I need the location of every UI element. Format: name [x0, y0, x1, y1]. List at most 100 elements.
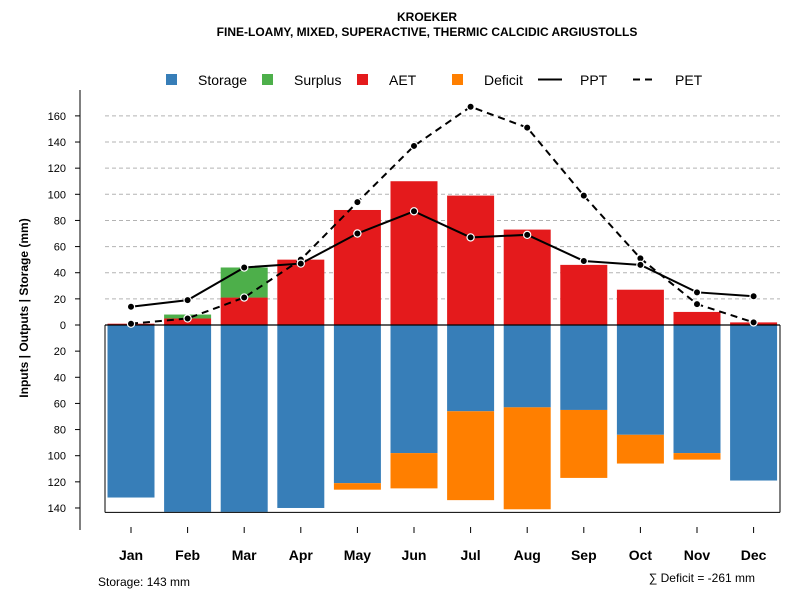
bar-deficit: [503, 407, 551, 510]
bar-deficit: [560, 409, 608, 478]
y-tick-label: 80: [54, 425, 66, 437]
deficit-annotation: ∑ Deficit = -261 mm: [649, 571, 755, 585]
bar-storage: [277, 325, 325, 508]
x-tick-label: Jan: [119, 547, 143, 563]
legend-swatch: [452, 74, 463, 85]
x-tick-label: Dec: [741, 547, 767, 563]
ppt-point: [409, 207, 419, 216]
bar-storage: [164, 325, 212, 512]
bars-group: [107, 181, 778, 512]
bar-aet: [560, 264, 608, 325]
pet-point: [523, 123, 532, 132]
ppt-point: [466, 233, 475, 242]
bar-surplus: [220, 267, 268, 298]
legend-swatch: [262, 74, 273, 85]
y-tick-label: 60: [54, 242, 66, 254]
y-axis-label: Inputs | Outputs | Storage (mm): [17, 218, 31, 397]
bar-aet: [277, 259, 325, 325]
pet-point: [183, 314, 192, 323]
x-tick-label: Apr: [289, 547, 314, 563]
y-tick-label: 100: [48, 189, 66, 201]
x-tick-label: Aug: [514, 547, 541, 563]
pet-point: [692, 299, 702, 309]
pet-point: [239, 293, 249, 302]
ppt-point: [749, 292, 758, 301]
pet-point: [353, 197, 362, 207]
ppt-point: [296, 259, 305, 268]
legend-item-ppt: PPT: [538, 72, 608, 88]
bar-aet: [673, 311, 721, 325]
pet-point: [409, 141, 419, 151]
bar-deficit: [673, 453, 721, 460]
bar-aet: [447, 195, 495, 325]
y-tick-label: 20: [54, 294, 66, 306]
bar-storage: [107, 325, 155, 498]
x-tick-label: Jun: [402, 547, 427, 563]
lines-group: [126, 102, 758, 328]
y-tick-label: 120: [48, 163, 66, 175]
bar-deficit: [333, 483, 381, 490]
bar-aet: [220, 297, 268, 325]
ppt-point: [353, 229, 362, 238]
y-tick-label: 60: [54, 398, 66, 410]
bar-deficit: [390, 453, 438, 489]
legend-label: PPT: [580, 72, 608, 88]
x-tick-label: Mar: [232, 547, 257, 563]
pet-point: [579, 191, 589, 200]
ppt-point: [126, 302, 136, 311]
y-tick-label: 140: [48, 137, 66, 149]
bar-storage: [390, 325, 438, 454]
pet-point: [126, 319, 136, 328]
y-tick-label: 160: [48, 111, 66, 123]
x-tick-label: Oct: [629, 547, 653, 563]
bar-storage: [220, 325, 268, 512]
bar-aet: [390, 181, 438, 325]
chart-title: KROEKER: [397, 10, 457, 24]
legend-label: AET: [389, 72, 417, 88]
legend-item-deficit: Deficit: [452, 72, 523, 88]
bar-storage: [560, 325, 608, 410]
y-tick-label: 140: [48, 503, 66, 515]
ppt-point: [239, 263, 249, 272]
ppt-point: [636, 260, 645, 270]
y-tick-label: 40: [54, 372, 66, 384]
bar-aet: [503, 229, 551, 325]
legend-item-surplus: Surplus: [262, 72, 341, 88]
legend-item-pet: PET: [633, 72, 703, 88]
y-tick-label: 0: [60, 320, 66, 332]
bar-deficit: [447, 411, 495, 501]
y-tick-label: 20: [54, 346, 66, 358]
ppt-point: [523, 230, 532, 240]
x-tick-label: May: [344, 547, 371, 563]
x-tick-label: Feb: [175, 547, 200, 563]
legend-label: Surplus: [294, 72, 341, 88]
chart-legend: Storage Surplus AET Deficit PPT PET: [166, 72, 703, 88]
legend-label: PET: [675, 72, 703, 88]
y-tick-label: 80: [54, 215, 66, 227]
legend-swatch: [166, 74, 177, 85]
ppt-point: [579, 256, 589, 266]
y-tick-label: 40: [54, 268, 66, 280]
x-tick-label: Sep: [571, 547, 597, 563]
bar-aet: [616, 289, 664, 325]
axes-group: 140 120 100 80 60 40 20 0 20 40 60 80 100 120 140 160 Ja…: [48, 90, 781, 563]
legend-label: Storage: [198, 72, 247, 88]
pet-point: [749, 318, 758, 327]
legend-label: Deficit: [484, 72, 523, 88]
legend-swatch: [357, 74, 368, 85]
ppt-point: [692, 288, 702, 297]
bar-storage: [673, 325, 721, 454]
x-tick-label: Jul: [460, 547, 480, 563]
bar-storage: [447, 325, 495, 412]
ppt-line: [130, 210, 754, 308]
bar-storage: [333, 325, 381, 484]
bar-storage: [730, 325, 778, 481]
storage-annotation: Storage: 143 mm: [98, 575, 190, 589]
legend-item-aet: AET: [357, 72, 417, 88]
y-tick-label: 120: [48, 477, 66, 489]
chart-subtitle: FINE-LOAMY, MIXED, SUPERACTIVE, THERMIC …: [217, 25, 638, 39]
bar-storage: [616, 325, 664, 435]
pet-line: [130, 105, 754, 325]
